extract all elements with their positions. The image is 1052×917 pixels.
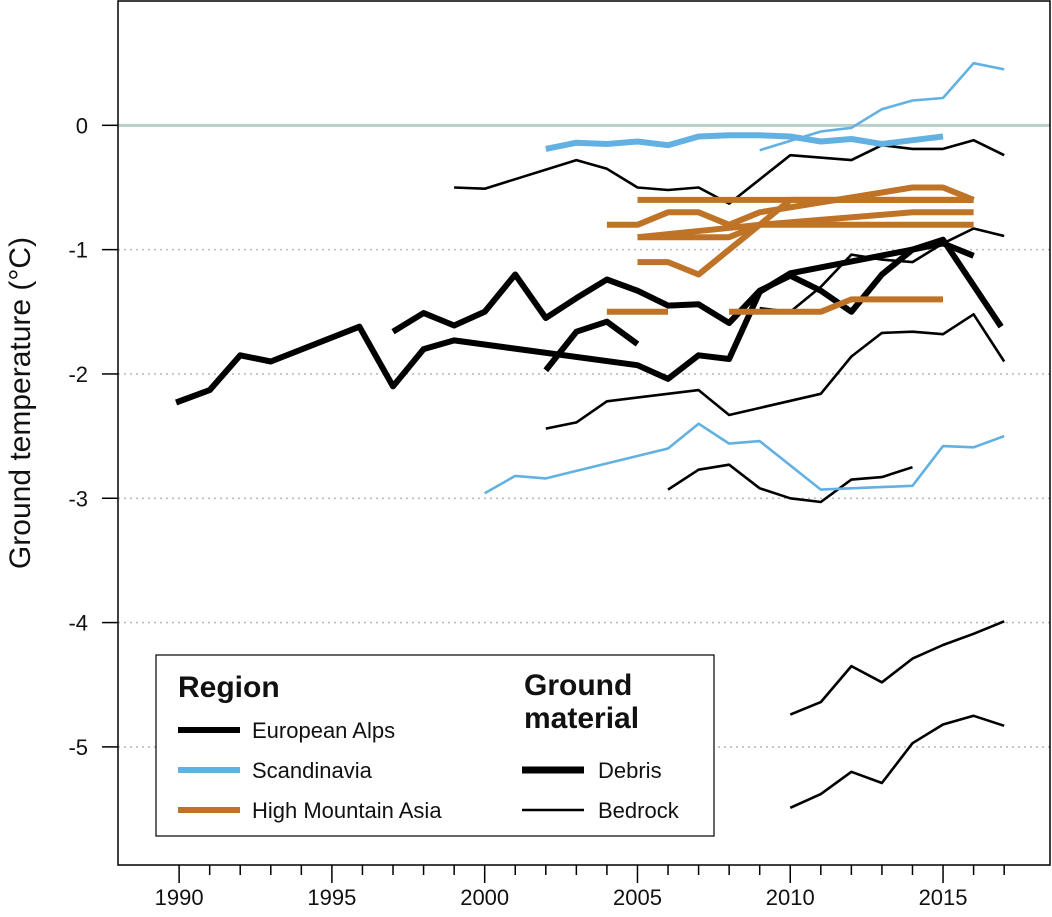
series-line-european-alps-bedrock-6 — [667, 463, 913, 504]
legend-material-heading-line2: material — [524, 702, 639, 735]
x-tick-label-1995: 1995 — [307, 885, 356, 910]
x-axis: 1990 1995 2000 2005 2010 2015 — [155, 865, 1005, 910]
y-tick-label-minus3: -3 — [68, 486, 88, 511]
legend-label-scandinavia: Scandinavia — [252, 758, 373, 783]
series-line-high-mountain-asia-debris-17 — [637, 196, 974, 278]
legend-label-debris: Debris — [598, 758, 662, 783]
series-line-european-alps-bedrock-9 — [789, 714, 1005, 809]
y-tick-label-minus2: -2 — [68, 362, 88, 387]
y-tick-label-minus4: -4 — [68, 611, 88, 636]
y-tick-label-minus1: -1 — [68, 238, 88, 263]
series-line-high-mountain-asia-debris-19 — [729, 296, 943, 315]
series-line-european-alps-bedrock-5 — [545, 312, 1006, 430]
series-line-high-mountain-asia-debris-14 — [606, 184, 975, 228]
legend: Region Ground material European Alps Sca… — [155, 654, 715, 837]
series-line-european-alps-bedrock-7 — [759, 227, 1005, 314]
x-tick-label-1990: 1990 — [155, 885, 204, 910]
legend-material-heading-line1: Ground — [524, 669, 632, 702]
y-tick-label-0: 0 — [76, 113, 88, 138]
legend-label-bedrock: Bedrock — [598, 798, 680, 823]
y-tick-label-minus5: -5 — [68, 735, 88, 760]
y-axis: 0 -1 -2 -3 -4 -5 — [68, 113, 118, 760]
x-tick-label-2000: 2000 — [460, 885, 509, 910]
x-tick-label-2010: 2010 — [766, 885, 815, 910]
x-tick-label-2005: 2005 — [613, 885, 662, 910]
x-tick-label-2015: 2015 — [919, 885, 968, 910]
series-line-european-alps-bedrock-8 — [789, 620, 1005, 716]
series-line-scandinavia-bedrock-12 — [484, 422, 1005, 495]
series-line-european-alps-bedrock-4 — [454, 138, 1005, 205]
legend-region-heading: Region — [178, 671, 280, 704]
legend-box — [155, 654, 715, 837]
series-lines — [175, 61, 1006, 809]
series-line-european-alps-debris-3 — [543, 318, 640, 373]
plot-frame — [117, 0, 1051, 866]
legend-label-high-mountain-asia: High Mountain Asia — [252, 798, 442, 823]
series-line-european-alps-debris-1 — [175, 236, 1004, 406]
series-line-european-alps-debris-2 — [391, 240, 975, 335]
legend-label-european-alps: European Alps — [252, 718, 395, 743]
series-line-scandinavia-bedrock-11 — [759, 61, 1005, 152]
series-line-scandinavia-debris-10 — [545, 132, 944, 152]
y-axis-title: Ground temperature (°C) — [4, 237, 37, 569]
